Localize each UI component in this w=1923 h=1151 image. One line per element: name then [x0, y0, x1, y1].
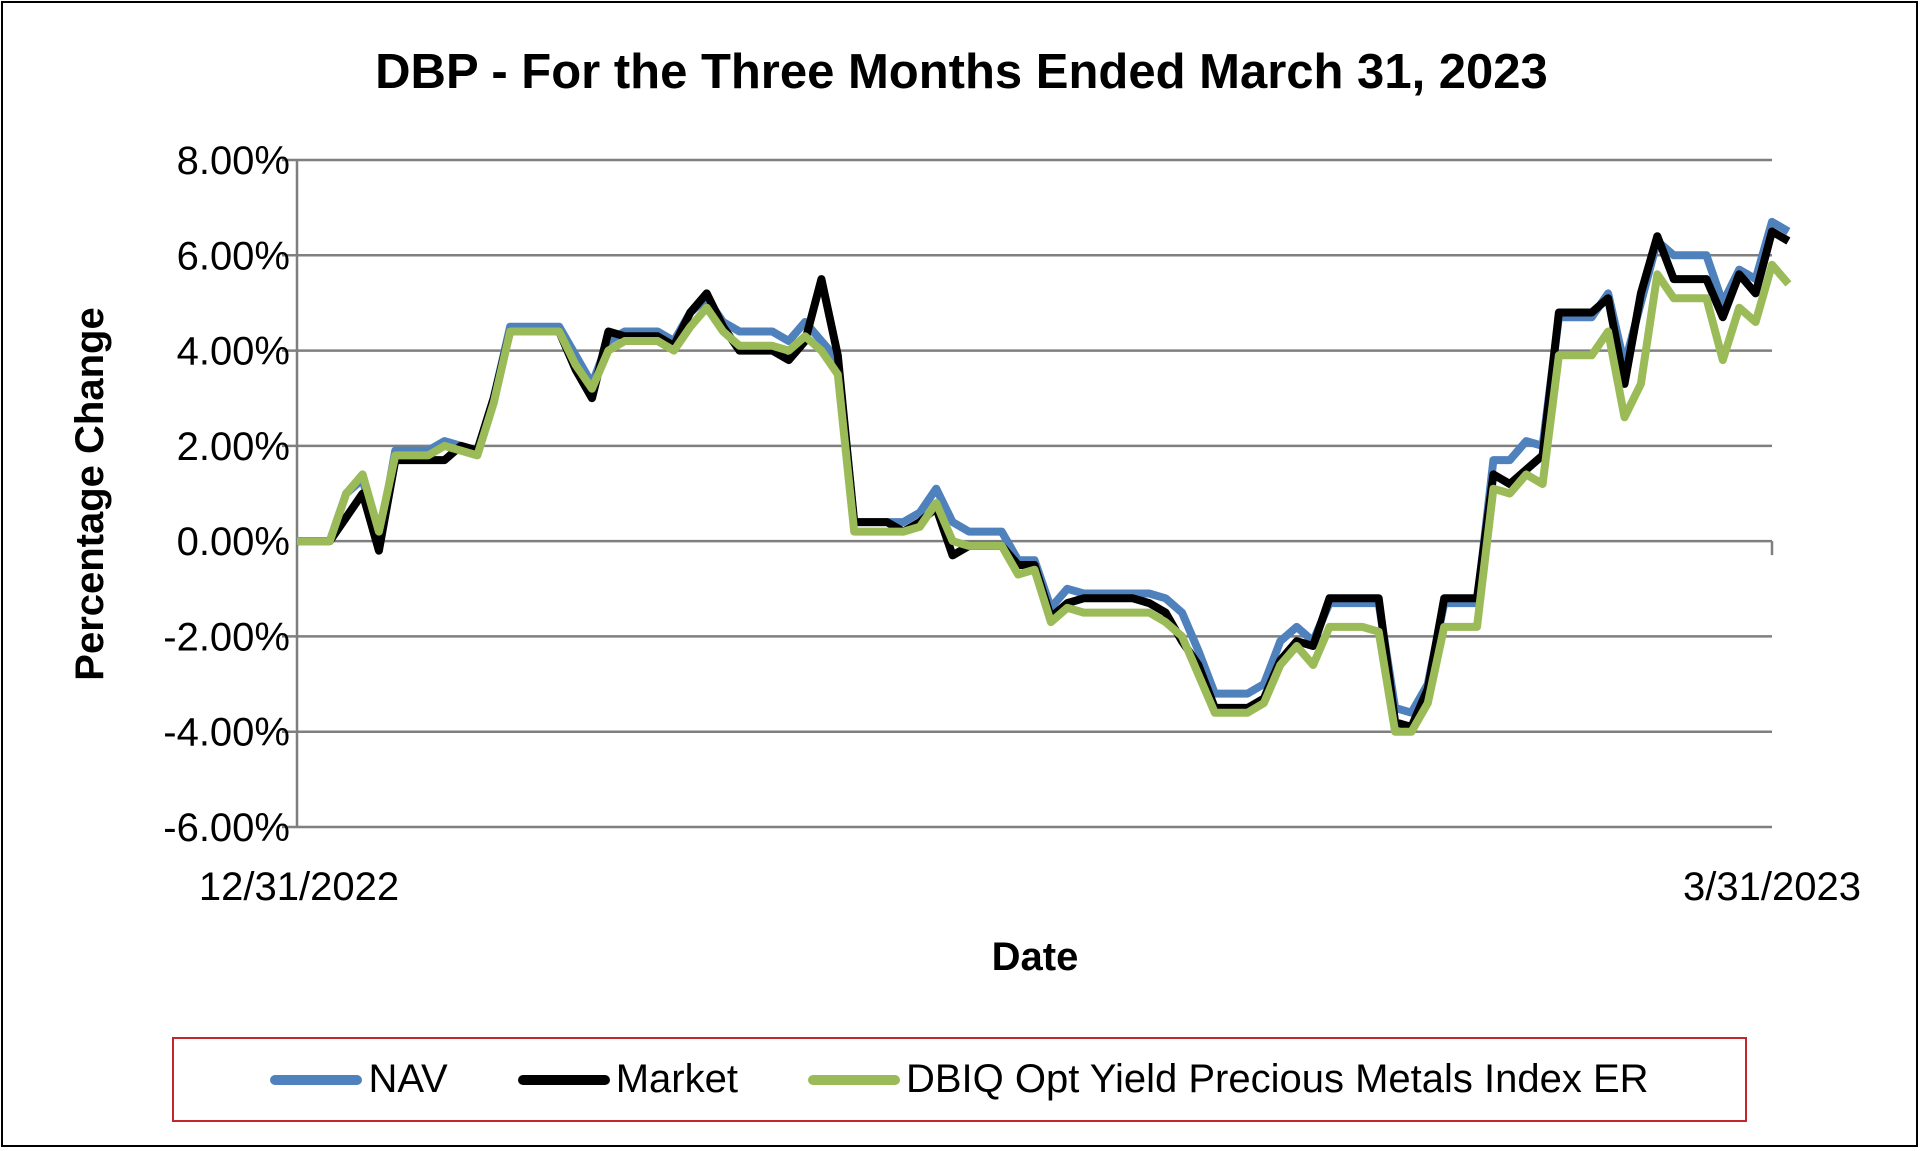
- legend-swatch-market: [517, 1074, 610, 1085]
- legend-swatch-nav: [270, 1074, 363, 1085]
- series-line-market: [297, 227, 1791, 731]
- y-tick-label: 4.00%: [177, 330, 290, 374]
- gridlines: [282, 158, 1774, 829]
- y-axis-label: Percentage Change: [68, 307, 112, 680]
- legend-item-index: DBIQ Opt Yield Precious Metals Index ER: [807, 1057, 1649, 1102]
- y-axis-ticks: 8.00% 6.00% 4.00% 2.00% 0.00% -2.00% -4.00% -6.…: [163, 139, 290, 850]
- y-tick-label: -6.00%: [163, 806, 290, 850]
- legend-label-index: DBIQ Opt Yield Precious Metals Index ER: [905, 1057, 1649, 1101]
- legend-label-market: Market: [615, 1057, 738, 1101]
- y-tick-label: -4.00%: [163, 711, 290, 755]
- y-tick-label: 6.00%: [177, 234, 290, 278]
- chart-title: DBP - For the Three Months Ended March 3…: [375, 45, 1548, 99]
- series-line-nav: [297, 217, 1791, 717]
- legend-item-nav: NAV: [270, 1057, 448, 1102]
- y-tick-label: 8.00%: [177, 139, 290, 183]
- x-axis-label: Date: [992, 935, 1079, 979]
- legend-label-nav: NAV: [368, 1057, 448, 1101]
- series-lines: [297, 217, 1792, 736]
- y-tick-label: 2.00%: [177, 425, 290, 469]
- series-line-index: [297, 260, 1792, 736]
- legend: NAV Market DBIQ Opt Yield Precious Metal…: [172, 1037, 1747, 1122]
- x-tick-end: 3/31/2023: [1683, 865, 1861, 909]
- legend-item-market: Market: [517, 1057, 738, 1102]
- legend-swatch-index: [807, 1074, 900, 1085]
- x-tick-start: 12/31/2022: [199, 865, 399, 909]
- y-tick-label: -2.00%: [163, 615, 290, 659]
- y-tick-label: 0.00%: [177, 520, 290, 564]
